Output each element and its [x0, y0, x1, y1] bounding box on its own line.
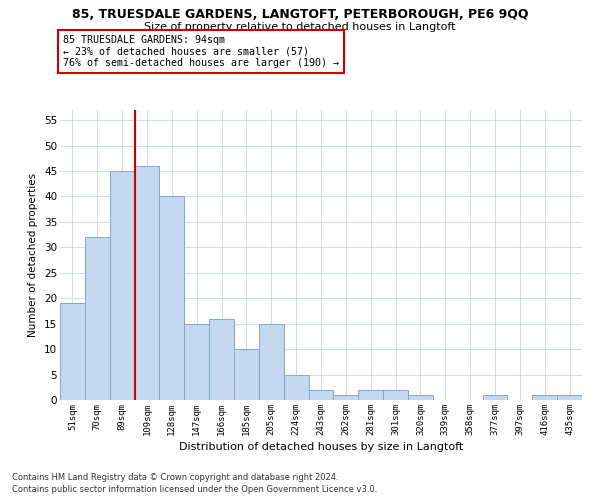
Text: Contains HM Land Registry data © Crown copyright and database right 2024.: Contains HM Land Registry data © Crown c…: [12, 472, 338, 482]
Bar: [557, 395, 582, 400]
Bar: [259, 324, 284, 400]
Bar: [358, 390, 383, 400]
Text: 85, TRUESDALE GARDENS, LANGTOFT, PETERBOROUGH, PE6 9QQ: 85, TRUESDALE GARDENS, LANGTOFT, PETERBO…: [72, 8, 528, 20]
Text: Contains public sector information licensed under the Open Government Licence v3: Contains public sector information licen…: [12, 485, 377, 494]
Bar: [308, 390, 334, 400]
Bar: [209, 318, 234, 400]
Bar: [60, 304, 85, 400]
Text: Distribution of detached houses by size in Langtoft: Distribution of detached houses by size …: [179, 442, 463, 452]
Text: Size of property relative to detached houses in Langtoft: Size of property relative to detached ho…: [144, 22, 456, 32]
Bar: [284, 374, 308, 400]
Text: 85 TRUESDALE GARDENS: 94sqm
← 23% of detached houses are smaller (57)
76% of sem: 85 TRUESDALE GARDENS: 94sqm ← 23% of det…: [63, 35, 339, 68]
Bar: [110, 171, 134, 400]
Y-axis label: Number of detached properties: Number of detached properties: [28, 173, 38, 337]
Bar: [184, 324, 209, 400]
Bar: [532, 395, 557, 400]
Bar: [160, 196, 184, 400]
Bar: [85, 237, 110, 400]
Bar: [334, 395, 358, 400]
Bar: [482, 395, 508, 400]
Bar: [408, 395, 433, 400]
Bar: [383, 390, 408, 400]
Bar: [134, 166, 160, 400]
Bar: [234, 349, 259, 400]
